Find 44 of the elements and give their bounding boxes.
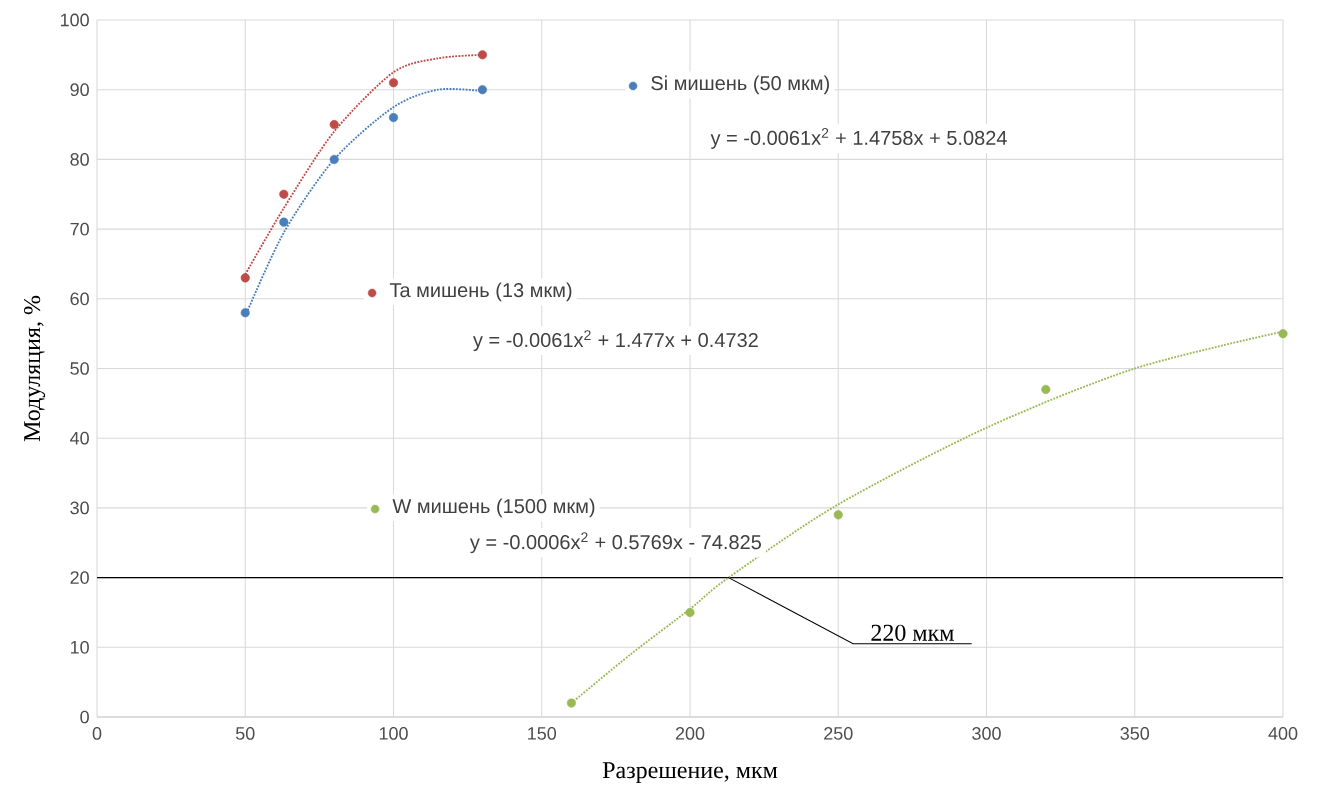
annotation: y = -0.0061x$^{2}$ + 1.4758x + 5.0824 — [710, 128, 1007, 149]
y-tick-label: 50 — [70, 362, 89, 375]
x-tick-label: 100 — [379, 727, 408, 740]
point — [833, 510, 843, 520]
point — [279, 189, 289, 199]
point — [685, 607, 695, 617]
point — [388, 113, 399, 123]
point — [279, 217, 289, 227]
x-tick-label: 350 — [1120, 727, 1150, 740]
point — [566, 698, 576, 708]
x-tick-label: 150 — [528, 727, 557, 740]
y-tick-label: 80 — [70, 153, 89, 166]
x-axis-title: Разрешение, мкм — [602, 762, 778, 784]
x-tick-label: 300 — [972, 727, 1001, 740]
x-tick-label: 400 — [1268, 727, 1298, 740]
y-axis-title: Модуляция, % — [23, 295, 46, 442]
legend-label: Ta мишень (13 мкм) — [389, 282, 572, 302]
point — [329, 120, 339, 130]
point — [477, 85, 487, 95]
y-tick-label: 60 — [70, 292, 89, 306]
x-tick-label: 250 — [824, 727, 853, 740]
point — [240, 273, 250, 283]
x-tick-label: 0 — [92, 727, 102, 740]
legend-label: Si мишень (50 мкм) — [651, 75, 829, 95]
legend-label: W мишень (1500 мкм) — [392, 498, 595, 518]
point — [477, 50, 487, 60]
annotation: 220 мкм — [871, 624, 954, 641]
y-tick-label: 90 — [70, 83, 89, 97]
point — [388, 78, 399, 88]
annotation: y = -0.0061x$^{2}$ + 1.477x + 0.4732 — [472, 330, 758, 352]
x-tick-label: 200 — [675, 727, 705, 740]
point — [329, 154, 339, 164]
y-tick-label: 0 — [80, 710, 89, 724]
point — [1278, 329, 1288, 339]
y-tick-label: 30 — [70, 501, 89, 515]
y-tick-label: 100 — [60, 13, 89, 27]
y-tick-label: 70 — [70, 222, 89, 236]
y-tick-label: 10 — [70, 640, 89, 654]
annotation: y = -0.0006x$^{2}$ + 0.5769x - 74.825 — [469, 532, 762, 554]
point — [1041, 384, 1051, 394]
y-tick-label: 20 — [70, 571, 89, 584]
x-tick-label: 50 — [235, 727, 255, 740]
y-tick-label: 40 — [70, 431, 89, 445]
point — [240, 308, 250, 318]
